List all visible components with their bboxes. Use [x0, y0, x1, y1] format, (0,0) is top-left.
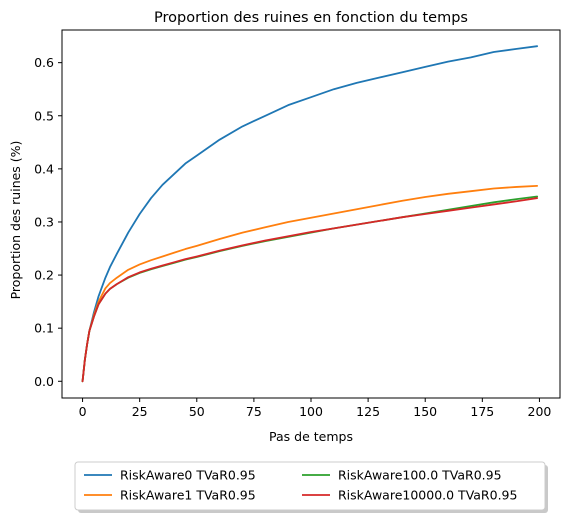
y-tick-label-2: 0.2: [34, 268, 54, 283]
x-tick-label-0: 0: [79, 404, 87, 419]
legend-label-3: RiskAware10000.0 TVaR0.95: [338, 488, 517, 503]
x-tick-label-7: 175: [470, 404, 494, 419]
legend-label-1: RiskAware1 TVaR0.95: [120, 488, 256, 503]
x-tick-label-1: 25: [132, 404, 148, 419]
x-tick-label-2: 50: [189, 404, 205, 419]
legend-label-2: RiskAware100.0 TVaR0.95: [338, 468, 502, 483]
legend: RiskAware0 TVaR0.95 RiskAware1 TVaR0.95 Ri…: [74, 461, 548, 513]
y-tick-label-5: 0.5: [34, 108, 54, 123]
y-tick-label-1: 0.1: [34, 321, 54, 336]
y-axis-label: Proportion des ruines (%): [8, 141, 23, 300]
y-tick-label-4: 0.4: [34, 161, 54, 176]
x-tick-label-3: 75: [246, 404, 262, 419]
y-tick-label-0: 0.0: [34, 374, 54, 389]
chart-title: Proportion des ruines en fonction du tem…: [154, 10, 468, 26]
legend-label-0: RiskAware0 TVaR0.95: [120, 468, 256, 483]
x-tick-label-8: 200: [528, 404, 552, 419]
plot-area: 0 25 50 75 100 125 150 175 200 0.0 0.1 0.2 0.3 0.4 0.5…: [34, 29, 561, 419]
y-tick-label-3: 0.3: [34, 214, 54, 229]
legend-box: [74, 461, 546, 511]
y-tick-label-6: 0.6: [34, 55, 54, 70]
series-line-1: [81, 184, 539, 383]
series-line-0: [81, 45, 539, 383]
x-axis-label: Pas de temps: [269, 429, 353, 444]
x-tick-label-6: 150: [413, 404, 437, 419]
x-tick-label-4: 100: [299, 404, 323, 419]
series-line-3: [81, 197, 539, 383]
plot-frame: [61, 29, 561, 399]
series-line-2: [81, 195, 539, 383]
x-tick-label-5: 125: [356, 404, 380, 419]
